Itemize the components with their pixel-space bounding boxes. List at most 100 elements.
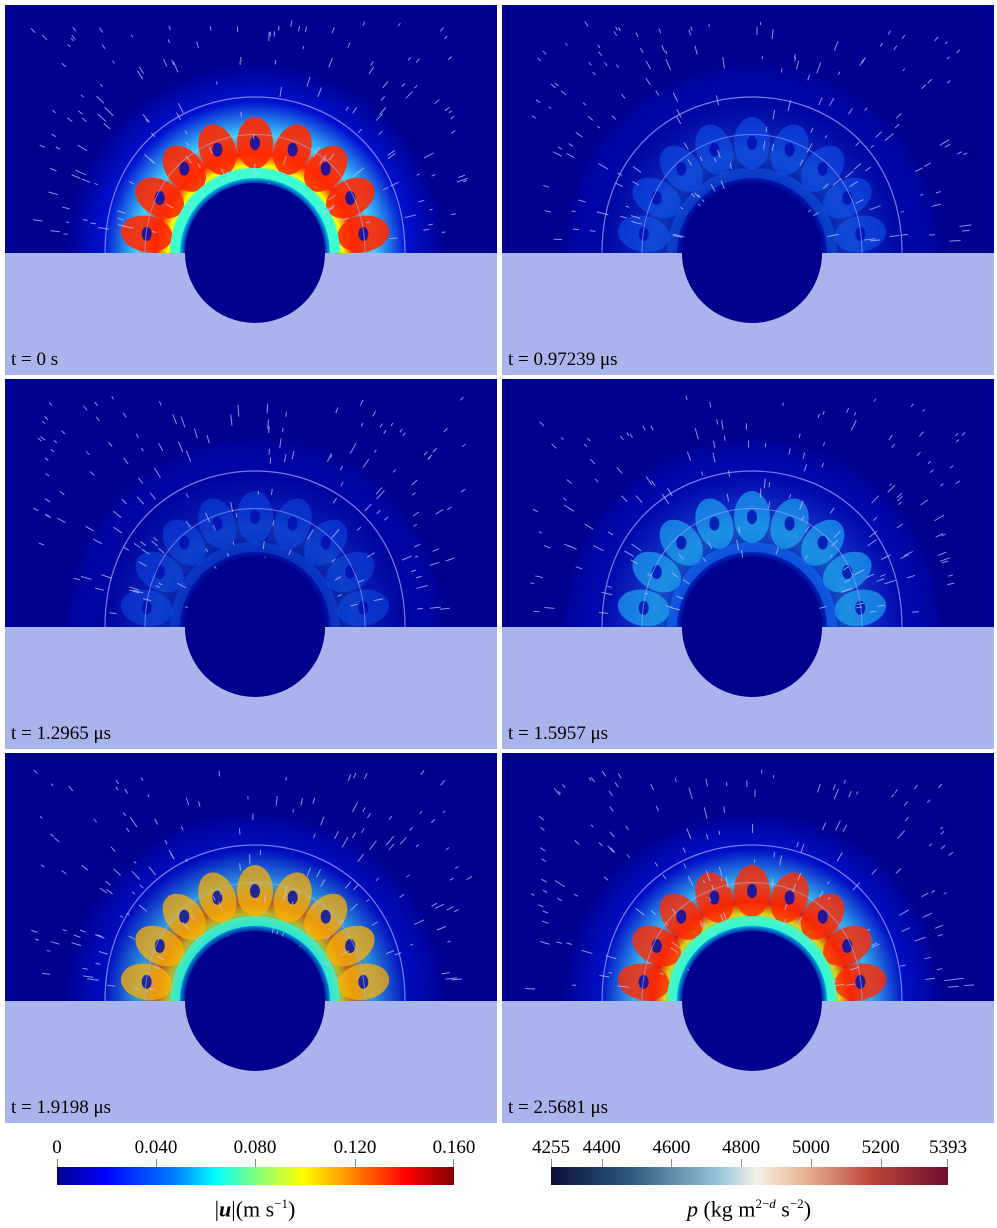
velocity-arrow bbox=[85, 525, 94, 532]
velocity-arrow bbox=[939, 557, 950, 562]
pressure-tick bbox=[880, 1159, 882, 1167]
panel-1-time-label: t = 0 s bbox=[11, 349, 59, 370]
velocity-arrow bbox=[352, 802, 358, 813]
velocity-arrow bbox=[694, 45, 698, 55]
velocity-arrow bbox=[435, 903, 445, 909]
velocity-arrow bbox=[129, 589, 140, 594]
velocity-arrow bbox=[554, 82, 559, 87]
pressure-tick bbox=[947, 1159, 948, 1167]
velocity-arrow bbox=[620, 435, 624, 441]
velocity-arrow bbox=[699, 920, 704, 926]
velocity-arrow bbox=[268, 31, 270, 41]
velocity-arrow bbox=[335, 407, 339, 414]
velocity-arrow bbox=[920, 193, 924, 196]
velocity-arrow bbox=[928, 843, 933, 847]
velocity-arrow bbox=[541, 878, 547, 883]
velocity-arrow bbox=[185, 858, 188, 862]
velocity-arrow bbox=[414, 84, 418, 89]
contour-line bbox=[641, 882, 863, 1002]
velocity-arrow bbox=[198, 801, 201, 807]
vortex-core bbox=[784, 516, 795, 531]
velocity-arrow bbox=[103, 123, 111, 130]
velocity-arrow bbox=[588, 62, 592, 66]
velocity-arrow bbox=[41, 420, 46, 425]
vortex-core bbox=[842, 939, 853, 953]
velocity-arrow bbox=[768, 482, 771, 488]
velocity-arrow bbox=[367, 812, 371, 819]
velocity-arrow bbox=[802, 452, 806, 460]
velocity-arrow bbox=[590, 824, 594, 828]
velocity-arrow bbox=[611, 115, 617, 120]
velocity-arrow bbox=[209, 26, 212, 31]
velocity-tick-label: 0.120 bbox=[333, 1137, 377, 1158]
velocity-arrow bbox=[553, 787, 557, 791]
velocity-arrow bbox=[359, 399, 364, 406]
velocity-arrow bbox=[368, 66, 375, 75]
velocity-arrow bbox=[230, 501, 234, 512]
velocity-arrow bbox=[584, 523, 594, 530]
velocity-arrow bbox=[922, 408, 926, 413]
velocity-arrow bbox=[672, 233, 685, 238]
velocity-arrow bbox=[738, 526, 741, 534]
velocity-arrow bbox=[382, 186, 389, 191]
velocity-arrow bbox=[895, 113, 902, 119]
velocity-arrow bbox=[51, 109, 57, 114]
velocity-arrow bbox=[411, 492, 416, 496]
velocity-arrow bbox=[562, 497, 567, 501]
vortex-core bbox=[747, 510, 757, 524]
panel-1: t = 0 s bbox=[5, 5, 497, 375]
velocity-arrow bbox=[833, 530, 841, 538]
velocity-arrow bbox=[95, 416, 100, 422]
velocity-arrow bbox=[71, 174, 81, 179]
contour-line bbox=[144, 508, 366, 628]
velocity-arrow bbox=[929, 469, 934, 474]
velocity-arrow bbox=[927, 460, 932, 465]
velocity-arrow bbox=[291, 450, 295, 460]
velocity-arrow bbox=[564, 543, 571, 548]
velocity-arrow bbox=[337, 594, 343, 597]
velocity-arrow bbox=[32, 507, 39, 512]
velocity-arrow bbox=[122, 412, 127, 418]
velocity-arrow bbox=[73, 934, 81, 938]
velocity-arrow bbox=[158, 443, 164, 452]
velocity-arrow bbox=[676, 116, 682, 125]
velocity-arrow bbox=[544, 606, 555, 609]
velocity-arrow bbox=[833, 788, 839, 800]
velocity-arrow bbox=[875, 131, 883, 138]
velocity-arrow bbox=[44, 457, 49, 461]
velocity-arrow bbox=[541, 920, 549, 925]
velocity-arrow bbox=[609, 806, 614, 812]
velocity-arrow bbox=[125, 827, 130, 833]
velocity-arrow bbox=[138, 66, 144, 74]
velocity-arrow bbox=[822, 442, 826, 447]
velocity-arrow bbox=[614, 782, 619, 788]
velocity-arrow bbox=[353, 772, 357, 779]
velocity-arrow bbox=[83, 219, 88, 221]
velocity-arrow bbox=[429, 561, 440, 566]
velocity-arrow bbox=[364, 503, 372, 512]
velocity-arrow bbox=[50, 230, 60, 233]
velocity-arrow bbox=[221, 168, 225, 177]
velocity-arrow bbox=[268, 425, 270, 434]
velocity-arrow bbox=[168, 849, 175, 859]
velocity-arrow bbox=[140, 447, 144, 452]
velocity-arrow bbox=[721, 419, 724, 430]
velocity-arrow bbox=[683, 863, 687, 869]
velocity-arrow bbox=[129, 816, 138, 828]
velocity-arrow bbox=[165, 203, 174, 209]
velocity-arrow bbox=[848, 108, 853, 115]
velocity-arrow bbox=[962, 152, 968, 156]
velocity-arrow bbox=[852, 881, 861, 891]
velocity-arrow bbox=[955, 977, 965, 980]
velocity-arrow bbox=[269, 457, 272, 465]
velocity-arrow bbox=[759, 488, 762, 498]
velocity-arrow bbox=[33, 769, 38, 775]
velocity-arrow bbox=[949, 239, 961, 242]
velocity-arrow bbox=[725, 876, 729, 889]
velocity-arrow bbox=[82, 967, 88, 970]
velocity-arrow bbox=[940, 826, 944, 830]
contour-line bbox=[601, 844, 903, 1002]
velocity-arrow bbox=[285, 776, 287, 781]
vortex-core bbox=[709, 142, 720, 157]
velocity-arrow bbox=[109, 612, 117, 614]
